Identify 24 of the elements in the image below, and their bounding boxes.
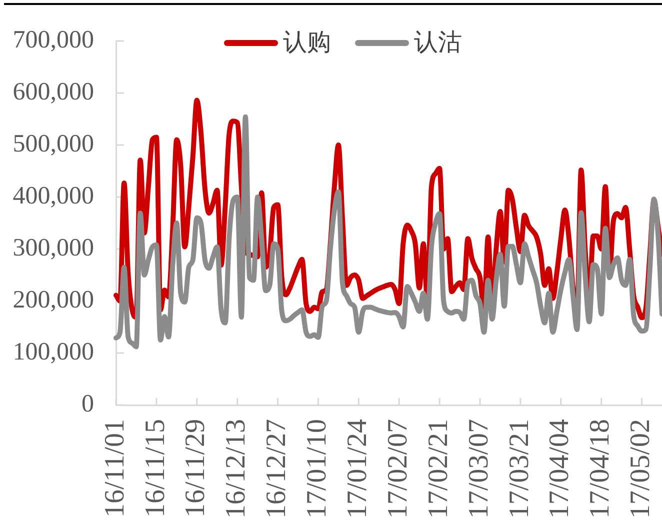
legend-label: 认购 — [283, 29, 331, 57]
y-tick-label: 700,000 — [12, 26, 94, 54]
x-tick-label: 17/03/07 — [463, 419, 494, 519]
x-tick-label: 16/11/01 — [99, 419, 130, 518]
x-tick-label: 17/01/24 — [342, 419, 374, 519]
y-tick-label: 0 — [82, 390, 94, 418]
y-tick-label: 100,000 — [12, 338, 94, 366]
x-tick-label: 17/01/10 — [302, 419, 333, 519]
x-tick-label: 17/04/04 — [544, 419, 576, 519]
x-tick-label: 17/03/21 — [504, 419, 535, 519]
x-tick-label: 16/11/29 — [180, 419, 212, 518]
y-tick-label: 400,000 — [12, 182, 94, 210]
x-tick-label: 17/05/02 — [625, 419, 656, 519]
y-tick-label: 500,000 — [12, 130, 94, 158]
y-tick-label: 600,000 — [12, 78, 94, 106]
x-tick-label: 17/02/21 — [422, 419, 454, 519]
x-tick-label: 16/12/13 — [220, 419, 252, 519]
y-tick-label: 200,000 — [12, 286, 94, 314]
legend-label: 认沽 — [414, 29, 462, 57]
x-tick-label: 17/02/07 — [382, 419, 414, 519]
x-tick-label: 16/11/15 — [140, 419, 171, 518]
x-tick-label: 17/04/18 — [584, 419, 616, 519]
y-tick-label: 300,000 — [12, 234, 94, 262]
x-tick-label: 16/12/27 — [261, 419, 292, 519]
